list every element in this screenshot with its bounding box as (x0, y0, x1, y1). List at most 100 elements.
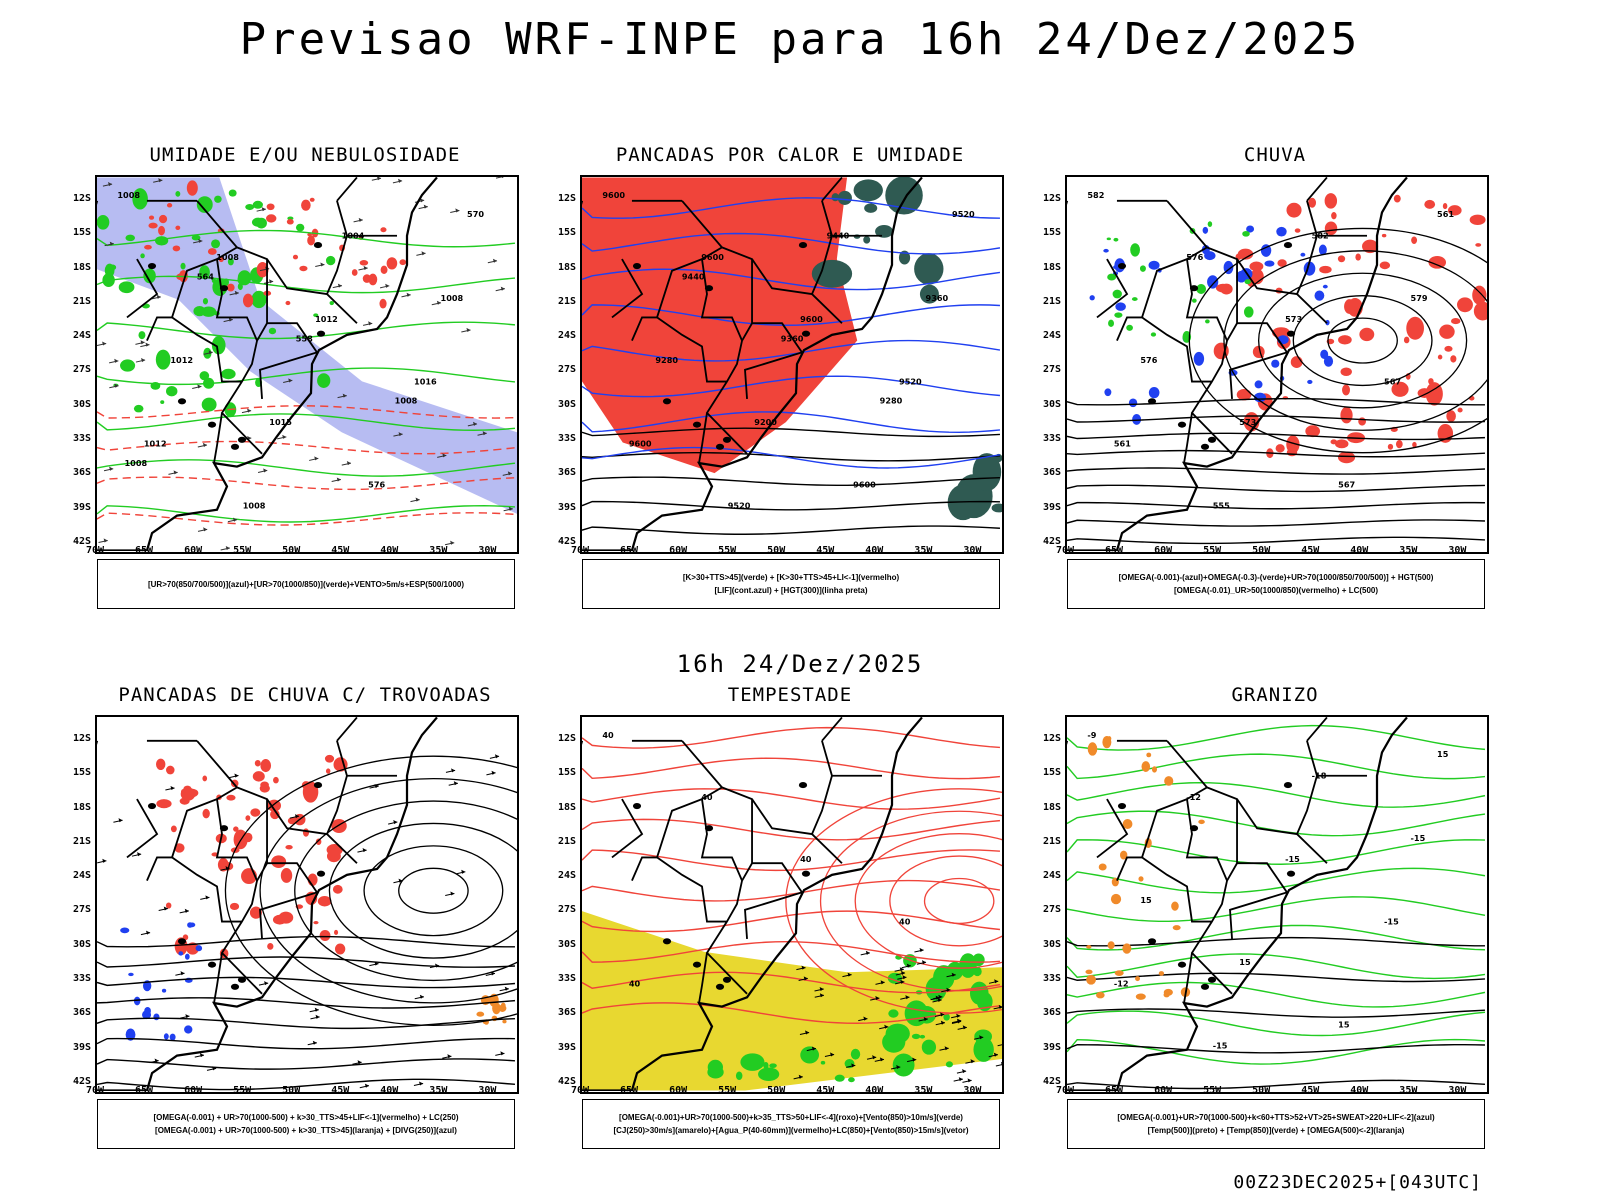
humidity-low-field (251, 217, 265, 227)
lat-tick-label: 21S (1042, 835, 1061, 847)
lake-marker (313, 242, 323, 249)
humidity-low-field (199, 371, 210, 381)
wind-vector (269, 279, 274, 284)
humidity-low-field (143, 268, 156, 284)
wind-vector (393, 820, 398, 825)
lake-marker (722, 976, 732, 983)
lon-tick-label: 35W (914, 1085, 933, 1096)
lif-contour (582, 411, 1001, 434)
storm-field (170, 825, 177, 833)
rain-red-field (1387, 443, 1394, 450)
omega500-field (1107, 941, 1115, 950)
rain-green-field (1126, 324, 1133, 331)
lc850-streamline (889, 855, 1002, 947)
lat-tick-label: 33S (72, 973, 91, 985)
wind-vector (492, 258, 498, 263)
wind-vector (803, 976, 808, 981)
storm-field (165, 902, 172, 909)
coastline (97, 177, 438, 551)
storm-field (254, 759, 261, 767)
water-vapor-contour (582, 1002, 1001, 1024)
wind-vector (902, 975, 907, 980)
streamline (97, 1078, 516, 1091)
contour-label: 1012 (170, 355, 193, 365)
contour-label: -15 (1285, 854, 1300, 864)
wind-vector (415, 497, 420, 502)
lon-tick-label: 50W (1252, 1085, 1271, 1096)
storm-field (260, 781, 269, 789)
contour-label: 1012 (315, 314, 338, 324)
rain-blue-field (1322, 284, 1328, 289)
storm-field (252, 771, 265, 782)
contour-label: 9600 (853, 479, 876, 489)
wind-vector (466, 327, 471, 332)
omega500-field (1087, 742, 1098, 756)
wind-vector (118, 818, 123, 823)
storm-field (267, 799, 282, 812)
lake-marker (722, 436, 732, 443)
border-line (1296, 833, 1328, 864)
panel-title: PANCADAS DE CHUVA C/ TROVOADAS (118, 684, 492, 706)
wind850-field (763, 1062, 769, 1069)
border-line (1096, 798, 1129, 859)
wind-vector (508, 506, 513, 511)
wind-vector (180, 971, 185, 976)
wind-vector (946, 987, 951, 992)
border-line (213, 952, 223, 1004)
wind-field (309, 197, 315, 202)
panel-legend: [UR>70(850/700/500)](azul)+[UR>70(1000/8… (97, 559, 515, 609)
rain-blue-field (1300, 252, 1306, 257)
lon-tick-label: 65W (620, 1085, 639, 1096)
wind-field (242, 293, 254, 308)
wind-vector (998, 1004, 1002, 1009)
lon-tick-label: 70W (570, 545, 590, 556)
lon-tick-label: 30W (963, 545, 982, 556)
lake-marker (662, 398, 672, 405)
rain-green-field (1244, 279, 1251, 285)
wind-field (166, 203, 173, 208)
contour-label: 15 (1437, 749, 1449, 759)
hgt300-contour (582, 500, 1000, 511)
streamline (294, 800, 517, 982)
lon-tick-label: 55W (1203, 545, 1222, 556)
storm-field (334, 943, 346, 955)
rain-blue-field (1254, 380, 1263, 389)
lon-tick-label: 55W (718, 1085, 737, 1096)
border-line (196, 200, 263, 455)
wind-vector (314, 1007, 319, 1012)
rain-green-field (1150, 332, 1157, 337)
map-canvas (97, 717, 517, 1091)
wind-vector (1000, 1061, 1002, 1066)
lon-tick-label: 30W (1448, 545, 1467, 556)
humidity-low-field (97, 214, 110, 230)
lat-tick-label: 30S (72, 938, 91, 950)
wind-vector (919, 947, 924, 953)
wind-vector (264, 981, 269, 986)
wind850-field (769, 1063, 777, 1069)
lake-marker (207, 421, 217, 428)
border-line (744, 862, 804, 940)
contour-label: 1008 (117, 190, 140, 200)
wind850-field (904, 1000, 929, 1027)
contour-label: 576 (1140, 355, 1157, 365)
lat-tick-label: 36S (557, 1007, 576, 1019)
rain-red-field (1272, 327, 1291, 339)
divergence-field (184, 1025, 193, 1034)
temp850-contour (1067, 839, 1485, 865)
lon-tick-label: 40W (1350, 1085, 1369, 1096)
map-canvas: 9600 9600 9600 9520 9600 9520 9440 9360 9280 9200… (582, 177, 1002, 551)
lon-tick-label: 70W (85, 1085, 105, 1096)
border-line (611, 798, 644, 859)
streamline (97, 1017, 515, 1030)
rain-red-field (1437, 423, 1454, 443)
height-contour (97, 440, 516, 455)
wind-vector (346, 461, 351, 466)
storm-field (243, 832, 253, 843)
wind-vector (374, 784, 379, 789)
map-panel: 40 40 40 40 40 (580, 715, 1004, 1094)
rain-blue-field (1132, 414, 1142, 425)
rain-blue-field (1260, 244, 1272, 257)
hgt500-contour (1067, 449, 1485, 458)
lake-marker (230, 983, 240, 990)
storm-field (156, 799, 172, 809)
